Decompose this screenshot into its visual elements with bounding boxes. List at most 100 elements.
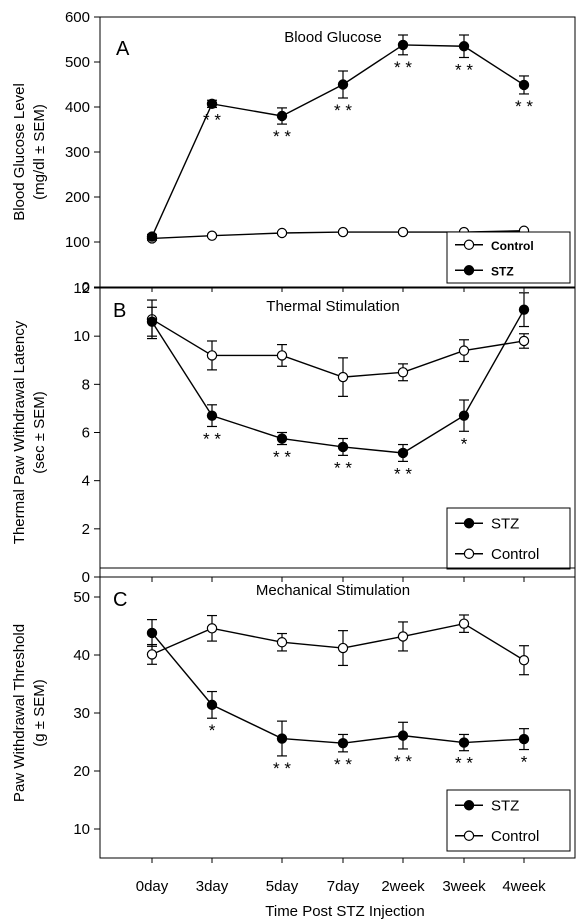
panel-letter: C: [113, 589, 127, 611]
data-point: [518, 79, 530, 91]
significance-marker: * *: [394, 58, 412, 77]
y-axis-label: Blood Glucose Level: [11, 83, 28, 221]
data-point: [146, 627, 158, 639]
data-point: [146, 231, 158, 242]
y-tick-label: 8: [82, 376, 90, 393]
significance-marker: * *: [455, 61, 473, 80]
data-point: [146, 316, 158, 327]
x-tick-label: 3week: [442, 878, 486, 895]
significance-marker: * *: [394, 752, 412, 771]
data-point: [206, 699, 218, 711]
data-point: [518, 655, 530, 666]
data-point: [206, 230, 218, 241]
y-tick-label: 4: [82, 473, 90, 490]
panel-title: Blood Glucose: [284, 29, 382, 46]
significance-marker: * *: [334, 755, 352, 774]
legend: STZ Control: [446, 789, 571, 852]
x-tick-label: 7day: [327, 878, 360, 895]
data-point: [276, 733, 288, 744]
y-tick-label: 6: [82, 425, 90, 442]
data-point: [397, 631, 409, 642]
y-tick-label: 10: [73, 328, 90, 345]
data-point: [518, 335, 530, 347]
panel-title: Mechanical Stimulation: [256, 582, 410, 599]
legend-marker: [463, 265, 475, 276]
series-control: [146, 614, 530, 676]
legend: Control STZ: [446, 231, 571, 284]
y-tick-label: 300: [65, 144, 90, 161]
legend-marker: [463, 239, 475, 250]
y-axis-label: Thermal Paw Withdrawal Latency: [11, 320, 28, 544]
data-point: [337, 441, 349, 453]
y-axis-unit-label: (g ± SEM): [31, 679, 48, 746]
data-point: [337, 737, 349, 749]
data-point: [337, 79, 349, 90]
data-point: [458, 618, 470, 629]
legend-marker: [463, 548, 475, 559]
y-tick-label: 0: [82, 279, 90, 296]
y-tick-label: 2: [82, 521, 90, 538]
significance-marker: * *: [334, 458, 352, 477]
significance-marker: *: [521, 753, 528, 772]
data-point: [276, 637, 288, 648]
legend-entry-stz: STZ: [491, 515, 519, 532]
legend-box: [446, 789, 571, 852]
x-tick-label: 2week: [381, 878, 425, 895]
significance-marker: * *: [334, 101, 352, 120]
legend-marker: [463, 518, 475, 529]
data-point: [458, 410, 470, 421]
data-point: [337, 642, 349, 654]
data-point: [397, 367, 409, 378]
data-point: [397, 39, 409, 51]
data-point: [206, 410, 218, 421]
series-stz: [146, 619, 530, 757]
y-tick-label: 40: [73, 647, 90, 664]
y-tick-label: 30: [73, 705, 90, 722]
panel-b: 0 2 4 6 8 10 12 Thermal Paw Withdrawal Latency(…: [11, 280, 576, 586]
y-tick-label: 400: [65, 99, 90, 116]
x-tick-label: 3day: [196, 878, 229, 895]
significance-marker: * *: [273, 759, 291, 778]
legend-box: [446, 507, 571, 570]
legend-entry-control: Control: [491, 546, 539, 563]
y-axis-unit-label: (sec ± SEM): [31, 391, 48, 473]
x-axis-label: Time Post STZ Injection: [265, 903, 425, 920]
significance-marker: * *: [203, 429, 221, 448]
data-point: [337, 226, 349, 238]
legend-entry-stz: STZ: [491, 264, 514, 278]
significance-marker: * *: [455, 754, 473, 773]
y-tick-label: 500: [65, 54, 90, 71]
data-point: [206, 350, 218, 361]
legend-entry-control: Control: [491, 828, 539, 845]
data-point: [276, 433, 288, 444]
significance-marker: * *: [203, 110, 221, 129]
y-tick-label: 12: [73, 280, 90, 297]
y-axis-label: Paw Withdrawal Threshold: [11, 624, 28, 802]
series-stz: [146, 292, 530, 462]
x-tick-label: 5day: [266, 878, 299, 895]
panel-c: 10 20 30 40 50 Paw Withdrawal Threshold (g ± S…: [11, 567, 576, 863]
y-tick-label: 0: [82, 569, 90, 586]
data-point: [276, 350, 288, 361]
significance-marker: *: [461, 434, 468, 453]
data-point: [146, 649, 158, 660]
panel-letter: A: [116, 38, 130, 60]
data-point: [337, 371, 349, 383]
significance-marker: * *: [515, 97, 533, 116]
data-point: [276, 227, 288, 239]
data-point: [458, 41, 470, 52]
legend: STZ Control: [446, 507, 571, 570]
x-tick-label: 4week: [502, 878, 546, 895]
significance-marker: * *: [273, 127, 291, 146]
x-tick-label: 0day: [136, 878, 169, 895]
data-point: [397, 226, 409, 238]
y-tick-label: 100: [65, 234, 90, 251]
data-point: [458, 345, 470, 356]
y-tick-label: 50: [73, 589, 90, 606]
legend-entry-stz: STZ: [491, 797, 519, 814]
legend-entry-control: Control: [491, 239, 534, 253]
y-axis-unit-label: (mg/dl ± SEM): [31, 104, 48, 200]
data-point: [518, 733, 530, 745]
significance-marker: *: [209, 721, 216, 740]
